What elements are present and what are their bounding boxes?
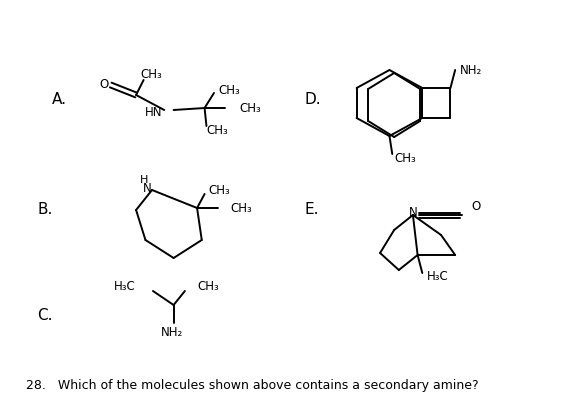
Text: N: N bbox=[143, 181, 152, 195]
Text: CH₃: CH₃ bbox=[239, 102, 261, 116]
Text: E.: E. bbox=[305, 202, 319, 218]
Text: CH₃: CH₃ bbox=[219, 83, 240, 96]
Text: C.: C. bbox=[37, 308, 53, 322]
Text: CH₃: CH₃ bbox=[394, 152, 416, 164]
Text: CH₃: CH₃ bbox=[141, 69, 163, 81]
Text: O: O bbox=[100, 79, 109, 91]
Text: D.: D. bbox=[305, 93, 321, 108]
Text: H: H bbox=[141, 175, 149, 185]
Text: CH₃: CH₃ bbox=[206, 123, 228, 137]
Text: NH₂: NH₂ bbox=[160, 326, 183, 339]
Text: NH₂: NH₂ bbox=[460, 64, 482, 77]
Text: A.: A. bbox=[52, 93, 66, 108]
Text: CH₃: CH₃ bbox=[230, 202, 252, 216]
Text: CH₃: CH₃ bbox=[208, 183, 230, 197]
Text: HN: HN bbox=[145, 106, 162, 118]
Text: N: N bbox=[409, 206, 417, 218]
Text: O: O bbox=[471, 200, 480, 214]
Text: 28.   Which of the molecules shown above contains a secondary amine?: 28. Which of the molecules shown above c… bbox=[26, 378, 479, 391]
Text: H₃C: H₃C bbox=[115, 281, 136, 293]
Text: H₃C: H₃C bbox=[427, 270, 448, 283]
Text: B.: B. bbox=[37, 202, 53, 218]
Text: CH₃: CH₃ bbox=[197, 281, 219, 293]
